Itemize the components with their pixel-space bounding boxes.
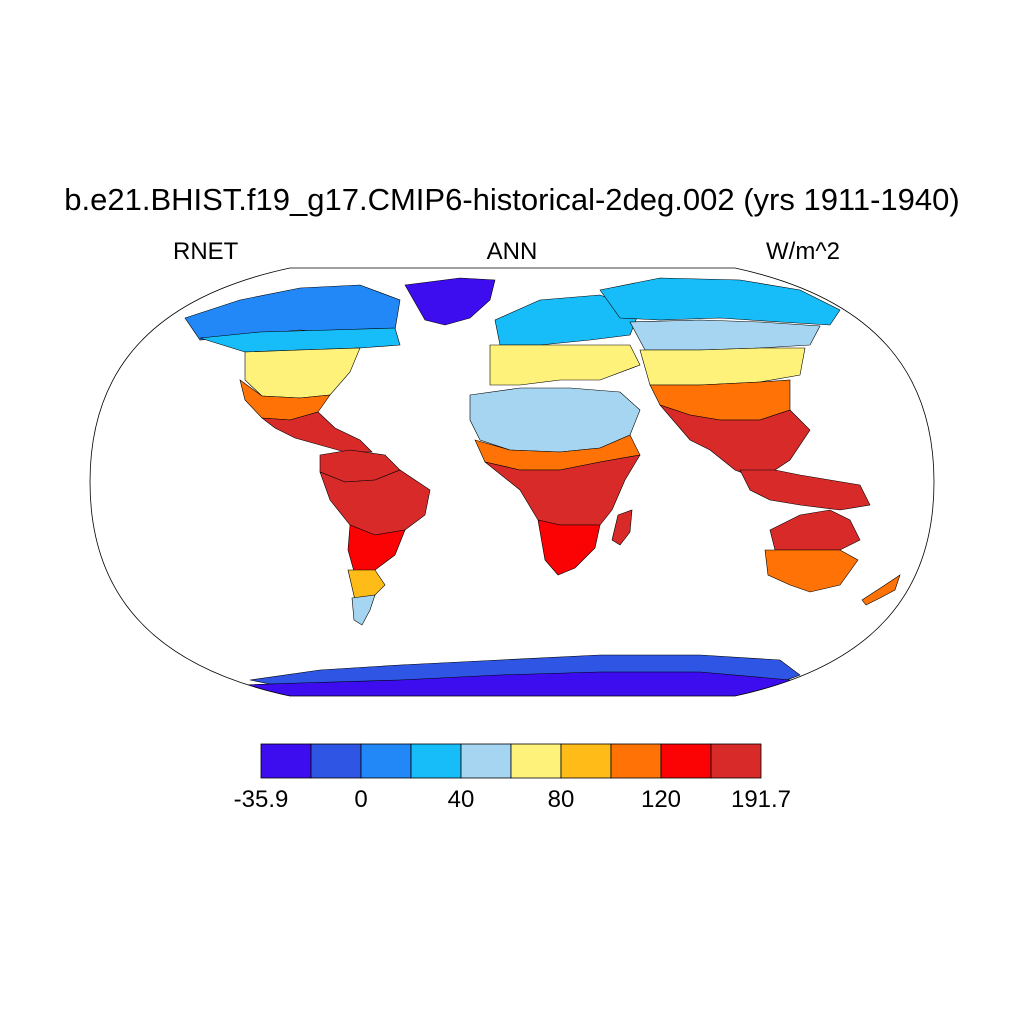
colorbar-tick-label: -35.9 (233, 786, 289, 813)
region-south-america-south (347, 569, 386, 601)
colorbar-tick-label: 191.7 (730, 786, 792, 813)
region-europe-south (489, 344, 641, 386)
colorbar-tick-label: 120 (640, 786, 682, 813)
region-africa-tropics (484, 454, 641, 526)
region-central-america (261, 411, 373, 453)
map-outline (89, 267, 935, 697)
colorbar-swatch (360, 743, 412, 779)
colorbar-swatch (260, 743, 312, 779)
region-madagascar (611, 509, 633, 546)
region-antarctica-interior (239, 671, 791, 696)
land-layer (184, 277, 901, 696)
region-greenland (404, 277, 496, 326)
colorbar-swatch (660, 743, 712, 779)
region-south-america-mid (347, 524, 406, 576)
colorbar-swatch (460, 743, 512, 779)
region-siberia-north (599, 277, 841, 326)
region-patagonia (351, 594, 376, 626)
colorbar-swatch (710, 743, 762, 779)
colorbar-swatch (610, 743, 662, 779)
colorbar-swatch (310, 743, 362, 779)
region-india-seasia (659, 404, 811, 481)
colorbar-swatch (410, 743, 462, 779)
colorbar-tick-label: 40 (447, 786, 475, 813)
region-australia-south (764, 549, 859, 593)
variable-label: RNET (173, 238, 239, 265)
region-africa-south (537, 519, 601, 576)
region-south-america-amazon (319, 469, 431, 536)
colorbar-swatch (560, 743, 612, 779)
region-new-zealand (861, 574, 901, 606)
colorbar-tick-label: 0 (354, 786, 368, 813)
colorbar-tick-label: 80 (547, 786, 575, 813)
colorbar-swatch (510, 743, 562, 779)
season-label: ANN (486, 238, 538, 265)
plot-title: b.e21.BHIST.f19_g17.CMIP6-historical-2de… (64, 182, 960, 217)
units-label: W/m^2 (766, 238, 840, 265)
region-maritime-continent (739, 469, 871, 511)
